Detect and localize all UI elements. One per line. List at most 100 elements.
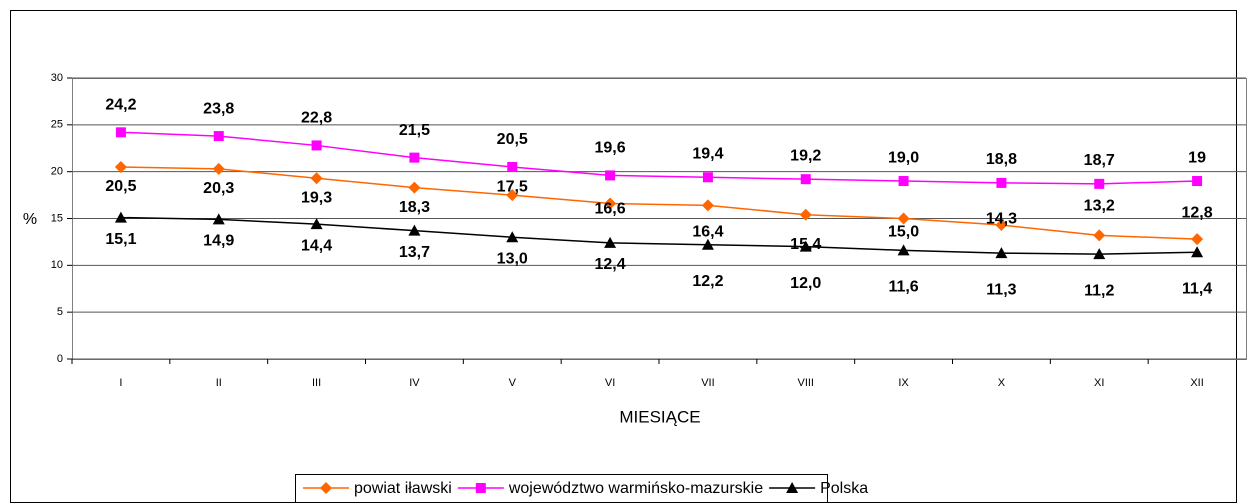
marker [506, 231, 519, 243]
data-label: 19,0 [888, 149, 919, 166]
marker [212, 213, 225, 225]
marker [604, 236, 617, 248]
x-tick-label: II [216, 377, 222, 389]
marker [1191, 233, 1204, 246]
marker [702, 172, 713, 183]
marker [786, 482, 799, 493]
data-label: 20,3 [203, 180, 234, 197]
data-label: 20,5 [497, 131, 528, 148]
y-tick-label: 15 [51, 212, 63, 224]
x-tick-label: VIII [797, 377, 814, 389]
x-axis-label: MIESIĄCE [619, 407, 700, 426]
marker [408, 224, 421, 236]
marker [1192, 176, 1203, 187]
data-label: 14,3 [986, 210, 1017, 227]
data-label: 12,4 [595, 256, 626, 273]
data-label: 19,2 [790, 147, 821, 164]
data-label: 13,7 [399, 244, 430, 261]
chart-frame [10, 10, 1237, 503]
y-tick-label: 5 [57, 306, 63, 318]
x-tick-label: V [509, 377, 517, 389]
marker [799, 208, 812, 221]
marker [898, 176, 909, 187]
legend-label: Polska [820, 480, 868, 497]
data-label: 12,0 [790, 275, 821, 292]
y-tick-label: 0 [57, 353, 63, 365]
data-label: 12,8 [1182, 204, 1213, 221]
marker [1094, 178, 1105, 189]
data-label: 16,4 [692, 224, 723, 241]
data-label: 19 [1188, 149, 1206, 166]
data-label: 18,8 [986, 151, 1017, 168]
marker [701, 199, 714, 212]
marker [506, 189, 519, 202]
marker [320, 482, 332, 494]
marker [701, 238, 714, 250]
marker [409, 152, 420, 163]
marker [311, 140, 322, 151]
x-tick-label: VII [701, 377, 714, 389]
marker [408, 181, 421, 194]
series-line [120, 166, 1198, 240]
x-tick-label: IV [409, 377, 420, 389]
series-line [120, 131, 1198, 185]
data-label: 11,2 [1084, 282, 1114, 299]
legend-label: powiat iławski [354, 480, 452, 497]
marker [897, 244, 910, 256]
data-label: 11,6 [888, 279, 918, 296]
data-label: 13,2 [1084, 198, 1115, 215]
marker [310, 218, 323, 230]
data-label: 20,5 [105, 178, 136, 195]
series-line [120, 216, 1198, 255]
marker [995, 219, 1008, 232]
marker [114, 160, 127, 173]
marker [897, 212, 910, 225]
y-tick-label: 10 [51, 259, 63, 271]
data-label: 14,4 [301, 237, 332, 254]
data-label: 16,6 [595, 201, 626, 218]
y-tick-label: 20 [51, 166, 63, 178]
data-label: 13,0 [497, 250, 528, 267]
marker [799, 240, 812, 252]
data-label: 24,2 [105, 97, 136, 114]
data-label: 18,7 [1084, 152, 1115, 169]
y-tick-label: 30 [51, 72, 63, 84]
marker [996, 177, 1007, 188]
data-label: 15,1 [105, 231, 136, 248]
marker [1093, 248, 1106, 260]
x-tick-label: XI [1094, 377, 1104, 389]
x-tick-label: X [998, 377, 1006, 389]
data-label: 12,2 [692, 273, 723, 290]
data-label: 14,9 [203, 233, 234, 250]
x-tick-label: XII [1190, 377, 1203, 389]
marker [115, 127, 126, 138]
data-label: 21,5 [399, 122, 430, 139]
marker [995, 247, 1008, 259]
data-label: 17,5 [497, 178, 528, 195]
marker [1093, 229, 1106, 242]
x-tick-label: VI [605, 377, 615, 389]
x-tick-label: I [119, 377, 122, 389]
data-label: 11,3 [986, 281, 1016, 298]
data-label: 22,8 [301, 110, 332, 127]
data-label: 19,6 [595, 140, 626, 157]
data-label: 23,8 [203, 100, 234, 117]
x-tick-label: IX [898, 377, 909, 389]
marker [310, 172, 323, 185]
data-label: 19,4 [692, 146, 723, 163]
data-label: 15,0 [888, 224, 919, 241]
marker [507, 161, 518, 172]
marker [605, 170, 616, 181]
x-tick-label: III [312, 377, 321, 389]
marker [475, 483, 486, 493]
y-tick-label: 25 [51, 119, 63, 131]
legend-label: województwo warmińsko-mazurskie [508, 480, 763, 497]
marker [1191, 246, 1204, 258]
marker [213, 131, 224, 142]
marker [800, 174, 811, 185]
y-axis-label: % [23, 211, 37, 228]
data-label: 18,3 [399, 199, 430, 216]
marker [212, 162, 225, 175]
data-label: 11,4 [1182, 280, 1212, 297]
marker [604, 197, 617, 210]
